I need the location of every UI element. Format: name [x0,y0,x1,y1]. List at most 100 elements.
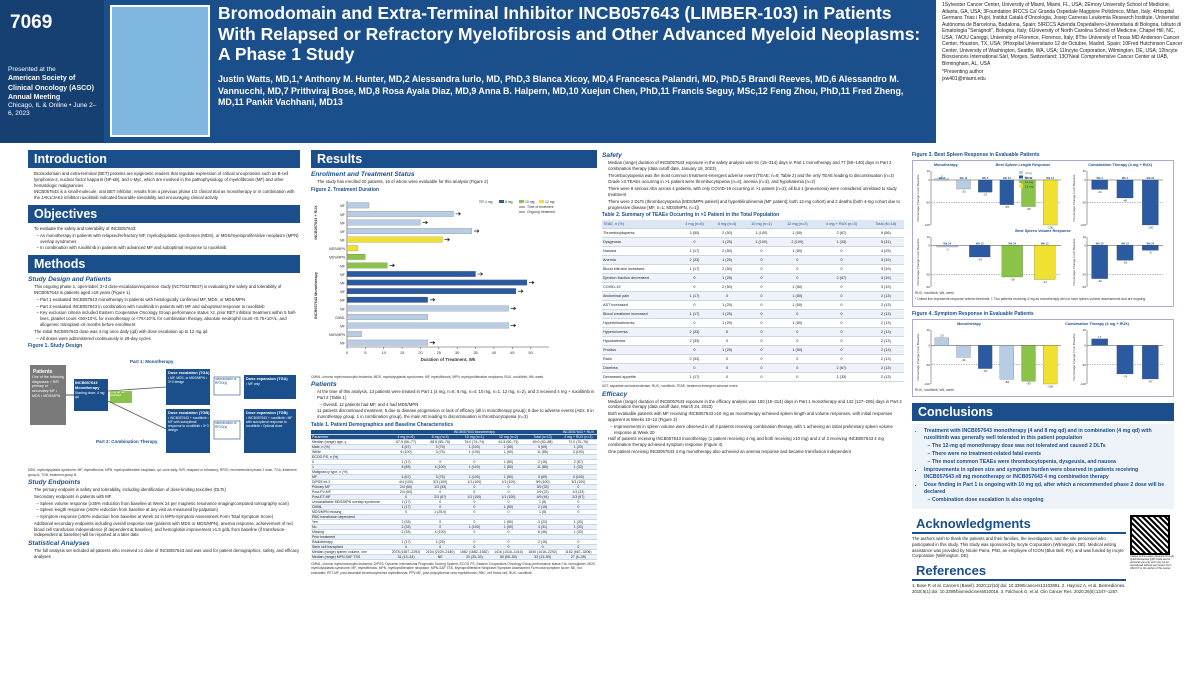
table-cell: NE [423,554,458,561]
table-cell: 2/3 (67) [423,494,458,501]
bar-category-label: Wk 12 [976,241,984,245]
intro-bullet: Bromodomain and extra-terminal (BET) pro… [34,171,300,188]
bar-value-label: -27 [983,193,988,197]
mtd-box [110,391,132,404]
table-row: Median (range) spleen volume, cm³ 2078 (1… [311,549,597,556]
bar-value-label: 17 [1098,334,1102,338]
teae-row: Decreased appetite 1 (17) 0 0 0 1 (33) 2 (13) [602,372,904,383]
table-cell: 1682 (1682–1682) [457,549,492,556]
table-cell: 67.5 (56–77) [388,439,424,446]
bar-value-label: -74 [1123,374,1128,378]
table-cell: 1 (50) [491,474,526,481]
table-cell: 4 (100) [423,529,458,536]
x-tick-label: 5 [364,350,367,355]
contact-email[interactable]: jxw401@miami.edu [942,75,986,82]
table-cell: 2 (50) [710,264,744,275]
response-bar [1091,338,1108,346]
y-axis-label: Percentage Change From Baseline [916,238,920,285]
table-cell: 2 (13) [867,318,904,329]
safety-list: Median (range) duration of INCB057643 ex… [602,160,904,210]
duration-bar [346,270,476,277]
table-cell: 0 [491,499,526,506]
conclusion-bullet: The most common TEAEs were thrombocytope… [932,459,1168,466]
column-3: Safety Median (range) duration of INCB05… [602,150,904,685]
table-row: Malignancy type, n (%) [311,469,597,476]
table-cell: 1 (100) [743,228,780,239]
bar-category-label: MF [340,204,345,208]
legend-label: 10 mg [1025,180,1034,184]
table-cell [457,454,492,461]
table-cell [491,454,526,461]
qr-code-icon[interactable] [1130,515,1170,555]
table-cell: 2 (33) [678,255,711,266]
rp2d-a-label: Identification of RP2D(s) [215,378,237,386]
table-cell: 0 [423,544,458,551]
conclusions-heading: Conclusions [912,402,1174,421]
legend-label: 8 mg [505,200,513,204]
patients-detail-wrap: One of the following diagnoses: • R/R pr… [32,375,64,398]
table-cell: 1 (25.0) [423,509,458,516]
bar-value-label: -87 [1148,379,1153,383]
table-cell [423,534,458,541]
table-group-rux: INCB057643 + RUX [559,430,597,436]
symptom-mono-chart: -100 -50 0 40 Percentage Change From Baselin… [916,328,1061,388]
acknowledgments-text: The authors wish to thank the patients a… [912,536,1124,559]
table-cell: 1 (25) [710,255,744,266]
legend-label: 10 mg [525,200,535,204]
mtd-label-wrap: 4 mg qd not tolerated [110,391,125,397]
table-cell: 0 [678,273,711,284]
ongoing-arrow [510,306,517,310]
table-cell: 0 [743,246,780,257]
table-cell: 1 (25) [423,539,458,546]
table-cell: 2/3 (67) [559,494,597,501]
ongoing-arrow [429,340,436,345]
y-tick-label: -50 [1082,285,1087,289]
table-row: Median (range) age, y 67.5 (56–77) 68.5 (5… [311,439,597,446]
table-row: MF 4 (67) 3 (75) 1 (100) 1 (50) 9 (69) 3 (100) [311,474,597,481]
treatment-duration-chart: 0 5 10 15 20 25 30 35 40 45 50 Duration of Treatmen… [314,199,555,362]
rp2d-a-box [213,377,241,396]
enrollment-heading: Enrollment and Treatment Status [311,171,415,178]
table-cell: 0 [815,345,868,356]
references-text: 1. Bose P, et al. Cancers (Basel). 2020;… [912,583,1126,594]
esc-a-wrap: Dose escalation (TGA) • MF, MDS, or MDS/… [168,371,210,385]
ongoing-arrow [517,289,524,293]
table-cell: Ejection fraction decreased [602,273,679,284]
patients-heading: Patients [311,381,337,389]
table-cell: 5 (31) [867,237,904,248]
table-cell: 0 [743,354,780,365]
table-cell: 69.0 (50–88) [525,439,560,446]
table-cell: 0 [388,494,424,501]
teae-row: Blood creatinine increased 1 (17) 1 (25) 0 0… [602,309,904,320]
duration-bar [346,313,428,320]
expansion-b-box [244,409,296,454]
table-cell: Median (range) spleen volume, cm³ [311,549,389,556]
legend-label: 12 mg [545,200,555,204]
table-cell: CMML [311,504,389,511]
table-cell: 0 [491,509,526,516]
table-cell: 1416 (1416–1416) [491,549,526,556]
table-cell: Male, n (%) [311,444,389,451]
bar-category-label: Wk 24 [1008,241,1016,245]
escalation-a-detail: • MF, MDS, or MDS/MPN • 3+3 design [168,376,207,385]
bar-category-label: Wk 12 [960,176,968,180]
duration-bar [346,253,366,260]
endpoint-bullet: Secondary endpoints in patients with MF [34,494,300,500]
duration-bar [346,296,428,303]
table-cell [525,514,560,521]
duration-bar [346,305,509,311]
table-cell: 0 [678,282,711,293]
x-tick-label: 50 [528,350,533,355]
monotherapy-label: INCB057643 Monotherapy [75,381,100,391]
efficacy-list: Median (range) duration of INCB057643 ex… [602,399,904,455]
ongoing-arrow [389,263,395,267]
figure-3-note: RUX, ruxolitinib; Wk, week. [915,291,955,295]
table-cell: 1 (50) [491,524,526,531]
design-bullet: Part 1 evaluated INCB057643 monotherapy … [40,297,300,303]
response-bar [1043,344,1058,384]
bar-value-label: 20 [940,333,944,337]
table-cell: 27 (6–39) [559,554,597,561]
fig3-group-labels: Monotherapy Best Spleen Length Response … [915,163,1171,167]
x-tick-label: 20 [418,350,423,355]
